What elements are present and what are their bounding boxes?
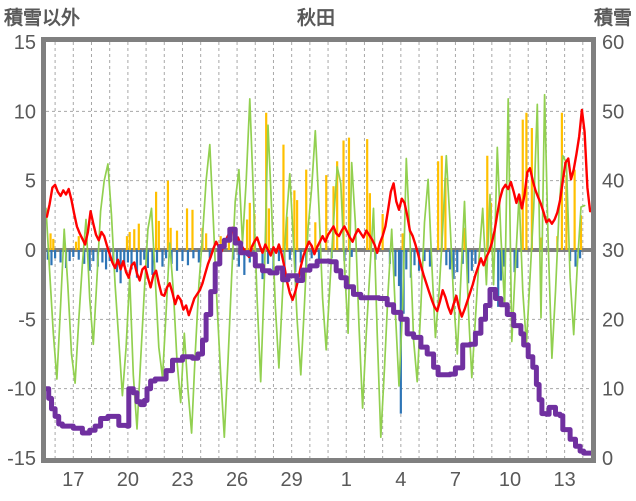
series-layer [46, 93, 591, 456]
date-axis-tick: 17 [62, 469, 84, 491]
right-axis-tick: 20 [602, 309, 624, 331]
chart-title: 秋田 [297, 6, 335, 29]
date-axis-tick: 4 [395, 469, 406, 491]
date-axis-tick: 23 [171, 469, 193, 491]
date-axis-tick: 7 [450, 469, 461, 491]
green-line [46, 93, 586, 439]
left-axis-tick: 0 [25, 240, 36, 262]
left-axis-tick: -5 [18, 309, 36, 331]
right-axis-tick: 60 [602, 32, 624, 54]
date-axis-tick: 20 [117, 469, 139, 491]
plot-frame [41, 37, 596, 463]
date-axis-tick: 26 [226, 469, 248, 491]
date-axis-tick: 10 [499, 469, 521, 491]
right-axis-tick: 40 [602, 171, 624, 193]
purple-line [46, 226, 591, 456]
right-axis-tick: 30 [602, 240, 624, 262]
date-axis-tick: 13 [553, 469, 575, 491]
red-line [46, 108, 591, 318]
right-axis-tick: 0 [602, 448, 613, 470]
left-axis-tick: -15 [7, 448, 36, 470]
left-axis-tick: 15 [14, 32, 36, 54]
right-axis-title: 積雪 [594, 6, 632, 29]
right-axis-tick: 50 [602, 101, 624, 123]
left-axis-tick: 5 [25, 171, 36, 193]
left-axis-title: 積雪以外 [4, 6, 80, 29]
left-axis-tick: 10 [14, 101, 36, 123]
right-axis-tick: 10 [602, 379, 624, 401]
date-axis-tick: 29 [281, 469, 303, 491]
left-axis-tick: -10 [7, 379, 36, 401]
date-axis-tick: 1 [341, 469, 352, 491]
